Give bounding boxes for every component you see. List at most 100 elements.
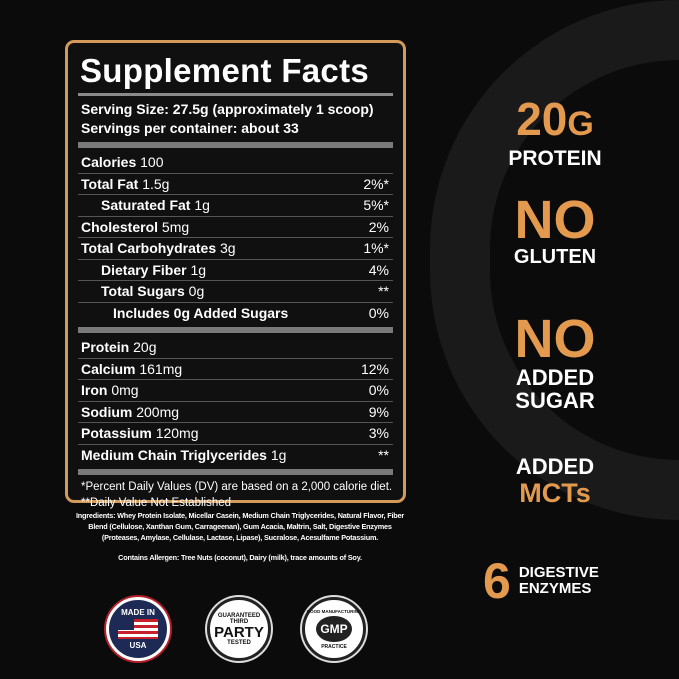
nutrient-name: Total Carbohydrates 3g bbox=[81, 238, 236, 259]
mct-label: ADDED bbox=[515, 454, 595, 479]
nutrient-label: Iron bbox=[81, 382, 108, 398]
badge-text: GUARANTEED bbox=[217, 612, 261, 619]
nutrient-name: Iron 0mg bbox=[81, 380, 139, 401]
servings-per-container: Servings per container: about 33 bbox=[81, 120, 299, 136]
enzyme-label: DIGESTIVE bbox=[518, 564, 599, 581]
nutrient-amount: 120mg bbox=[155, 425, 199, 441]
nutrient-dv: 12% bbox=[360, 360, 389, 377]
mct-big: MCTs bbox=[519, 478, 591, 508]
claim-mct: ADDED MCTs bbox=[480, 454, 630, 508]
supplement-facts-panel: Supplement Facts Serving Size: 27.5g (ap… bbox=[65, 40, 406, 509]
divider bbox=[78, 469, 393, 475]
badge-text: PARTY bbox=[214, 623, 264, 641]
gmp-badge: GOOD MANUFACTURING GMP PRACTICE bbox=[302, 597, 366, 661]
nutrient-name: Includes 0g Added Sugars bbox=[81, 303, 288, 324]
third-party-tested-badge: GUARANTEED THIRD PARTY TESTED bbox=[207, 597, 271, 661]
badge-text: MADE IN bbox=[121, 608, 155, 617]
nutrient-name: Calcium 161mg bbox=[81, 359, 182, 380]
divider bbox=[78, 142, 393, 148]
nutrient-label: Total Carbohydrates bbox=[81, 240, 217, 256]
nutrient-label: Total Sugars bbox=[101, 283, 185, 299]
nutrient-amount: 1.5g bbox=[142, 175, 170, 192]
nutrient-amount: 100 bbox=[140, 154, 164, 170]
nutrient-row: Protein 20g bbox=[78, 337, 393, 359]
footnote-not-established: **Daily Value Not Established bbox=[81, 497, 232, 509]
allergen-text: Contains Allergen: Tree Nuts (coconut), … bbox=[118, 553, 362, 562]
nutrient-name: Medium Chain Triglycerides 1g bbox=[81, 445, 286, 466]
nutrient-dv: 4% bbox=[368, 261, 389, 278]
divider bbox=[78, 93, 393, 96]
nutrient-dv: 0% bbox=[368, 382, 389, 398]
nutrient-row: Calories 100 bbox=[78, 152, 393, 174]
nutrient-group-1: Calories 100 Total Fat 1.5g 2%* Saturated F… bbox=[78, 152, 393, 323]
nutrient-label: Total Fat bbox=[81, 175, 139, 192]
enzyme-number: 6 bbox=[483, 553, 511, 609]
badge-text: GOOD MANUFACTURING bbox=[306, 608, 362, 614]
divider bbox=[78, 327, 393, 333]
nutrient-row: Saturated Fat 1g 5%* bbox=[78, 195, 393, 217]
sugar-label: ADDED bbox=[515, 365, 595, 390]
nutrient-dv: ** bbox=[378, 283, 389, 299]
protein-value: 20 bbox=[516, 93, 568, 145]
made-in-usa-badge: MADE IN USA bbox=[106, 597, 170, 661]
nutrient-name: Sodium 200mg bbox=[81, 402, 179, 423]
nutrient-dv: 5%* bbox=[363, 197, 389, 213]
nutrient-row: Dietary Fiber 1g 4% bbox=[78, 260, 393, 281]
nutrient-row: Iron 0mg 0% bbox=[78, 380, 393, 402]
badge-text: THIRD bbox=[229, 618, 249, 625]
serving-size: Serving Size: 27.5g (approximately 1 sco… bbox=[81, 101, 374, 117]
nutrient-row: Total Sugars 0g ** bbox=[78, 281, 393, 303]
nutrient-row: Total Carbohydrates 3g 1%* bbox=[78, 238, 393, 260]
nutrient-dv: ** bbox=[378, 446, 389, 463]
nutrient-label: Dietary Fiber bbox=[101, 261, 187, 278]
badge-text: PRACTICE bbox=[321, 643, 347, 650]
sugar-big: NO bbox=[514, 309, 596, 369]
badge-text: USA bbox=[129, 641, 147, 650]
nutrient-dv: 0% bbox=[368, 304, 389, 321]
protein-unit: G bbox=[567, 105, 594, 143]
nutrient-label: Calcium bbox=[81, 360, 136, 377]
nutrient-dv: 1%* bbox=[363, 240, 389, 256]
nutrient-amount: 3g bbox=[220, 240, 236, 256]
nutrient-dv: 9% bbox=[368, 403, 389, 420]
nutrient-label: Sodium bbox=[81, 403, 133, 420]
enzyme-label: ENZYMES bbox=[518, 580, 592, 597]
nutrient-amount: 1g bbox=[190, 261, 207, 278]
nutrient-amount: 161mg bbox=[139, 360, 183, 377]
nutrient-group-2: Protein 20g Calcium 161mg 12% Iron 0mg 0% Sod… bbox=[78, 337, 393, 465]
flag-icon bbox=[118, 619, 158, 639]
nutrient-label: Protein bbox=[81, 339, 130, 355]
nutrient-amount: 0mg bbox=[111, 382, 139, 398]
nutrient-row: Sodium 200mg 9% bbox=[78, 402, 393, 423]
nutrient-name: Potassium 120mg bbox=[81, 423, 199, 444]
nutrient-row: Total Fat 1.5g 2%* bbox=[78, 174, 393, 195]
nutrient-row: Cholesterol 5mg 2% bbox=[78, 217, 393, 238]
claim-protein: 20G PROTEIN bbox=[480, 96, 630, 171]
badge-text: TESTED bbox=[227, 639, 251, 646]
gluten-label: GLUTEN bbox=[513, 246, 597, 268]
nutrient-row: Includes 0g Added Sugars 0% bbox=[78, 303, 393, 324]
nutrient-amount: 200mg bbox=[136, 403, 180, 420]
nutrient-label: Cholesterol bbox=[81, 218, 159, 235]
nutrient-name: Cholesterol 5mg bbox=[81, 217, 189, 238]
footnote-dv: *Percent Daily Values (DV) are based on … bbox=[81, 481, 393, 493]
nutrient-name: Dietary Fiber 1g bbox=[81, 260, 206, 281]
nutrient-amount: 1g bbox=[194, 197, 210, 213]
nutrient-label: Medium Chain Triglycerides bbox=[81, 446, 267, 463]
claim-gluten: NO GLUTEN bbox=[480, 193, 630, 269]
nutrient-row: Medium Chain Triglycerides 1g ** bbox=[78, 445, 393, 466]
nutrient-label: Includes 0g Added Sugars bbox=[113, 304, 289, 321]
nutrient-amount: 1g bbox=[270, 446, 287, 463]
nutrient-name: Total Fat 1.5g bbox=[81, 174, 169, 195]
nutrient-dv: 3% bbox=[368, 425, 389, 441]
claim-enzymes: 6 DIGESTIVE ENZYMES bbox=[483, 556, 599, 606]
sugar-label: SUGAR bbox=[515, 388, 595, 413]
nutrient-name: Calories 100 bbox=[81, 152, 164, 173]
nutrient-amount: 5mg bbox=[161, 218, 190, 235]
nutrient-amount: 0g bbox=[188, 283, 205, 299]
nutrient-row: Potassium 120mg 3% bbox=[78, 423, 393, 445]
nutrient-amount: 20g bbox=[133, 339, 157, 355]
nutrient-label: Calories bbox=[81, 154, 137, 170]
claim-sugar: NO ADDED SUGAR bbox=[480, 312, 630, 412]
nutrient-name: Total Sugars 0g bbox=[81, 281, 204, 302]
